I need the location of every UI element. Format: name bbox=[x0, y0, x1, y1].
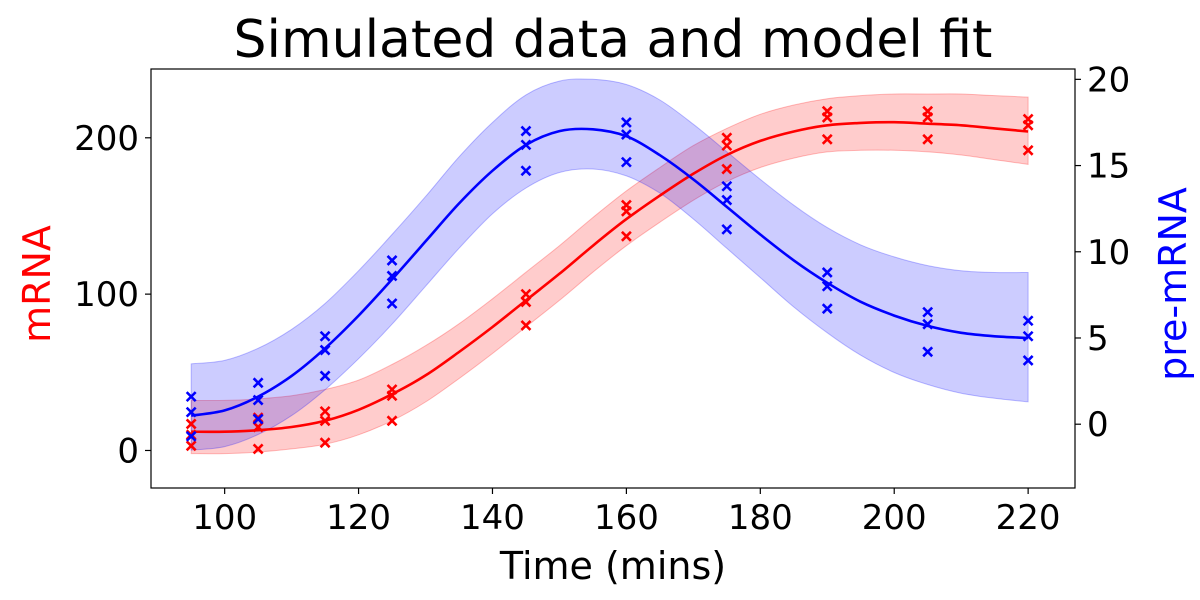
right-y-tick-label: 15 bbox=[1087, 147, 1130, 187]
right-y-tick-label: 0 bbox=[1087, 405, 1109, 445]
left-y-axis-label: mRNA bbox=[15, 225, 59, 343]
data-points bbox=[185, 105, 1034, 455]
data-point-right bbox=[721, 223, 733, 235]
data-point-right bbox=[319, 330, 331, 342]
data-point-left bbox=[721, 132, 733, 144]
data-point-right bbox=[821, 280, 833, 292]
data-point-right bbox=[721, 180, 733, 192]
right-y-axis-label: pre-mRNA bbox=[1151, 187, 1195, 381]
confidence-band-left bbox=[190, 93, 1029, 455]
data-point-right bbox=[520, 125, 532, 137]
data-point-left bbox=[922, 105, 934, 117]
data-point-right bbox=[520, 165, 532, 177]
x-tick-label: 100 bbox=[192, 498, 257, 538]
data-point-left bbox=[821, 105, 833, 117]
data-point-right bbox=[386, 270, 398, 282]
right-y-tick-label: 5 bbox=[1087, 319, 1109, 359]
data-point-right bbox=[520, 139, 532, 151]
data-point-right bbox=[721, 194, 733, 206]
data-point-left bbox=[319, 437, 331, 449]
left-y-tick-label: 0 bbox=[117, 431, 139, 471]
fit-line-left bbox=[191, 120, 1029, 434]
data-point-right bbox=[185, 391, 197, 403]
data-point-right bbox=[1022, 354, 1034, 366]
data-point-left bbox=[319, 405, 331, 417]
data-point-right bbox=[922, 306, 934, 318]
data-point-left bbox=[520, 319, 532, 331]
chart-title: Simulated data and model fit bbox=[234, 10, 993, 70]
data-point-left bbox=[185, 418, 197, 430]
data-point-right bbox=[1022, 330, 1034, 342]
data-point-right bbox=[821, 267, 833, 278]
data-point-left bbox=[922, 133, 934, 145]
x-tick-label: 160 bbox=[594, 498, 659, 538]
data-point-left bbox=[319, 415, 331, 427]
x-tick-label: 180 bbox=[728, 498, 793, 538]
data-point-right bbox=[252, 394, 264, 406]
left-y-tick-label: 100 bbox=[74, 275, 139, 315]
data-point-left bbox=[252, 421, 264, 433]
data-point-left bbox=[386, 384, 398, 395]
right-y-tick-label: 20 bbox=[1087, 60, 1130, 100]
data-point-right bbox=[252, 377, 264, 389]
confidence-band-right bbox=[190, 78, 1029, 451]
axes: 100 120 140 160 180 200 220 0 100 200 0 5 10 15 20 bbox=[74, 60, 1130, 538]
data-point-right bbox=[319, 370, 331, 382]
x-tick-label: 220 bbox=[996, 498, 1061, 538]
data-point-right bbox=[620, 129, 632, 140]
data-point-left bbox=[386, 415, 398, 427]
data-point-left bbox=[721, 163, 733, 175]
data-point-right bbox=[319, 344, 331, 356]
x-axis-label: Time (mins) bbox=[499, 544, 726, 588]
data-point-right bbox=[185, 430, 197, 442]
confidence-bands bbox=[190, 78, 1029, 455]
data-point-left bbox=[185, 440, 197, 452]
data-point-right bbox=[620, 117, 632, 128]
data-point-right bbox=[922, 318, 934, 330]
data-point-left bbox=[620, 230, 632, 242]
x-tick-label: 120 bbox=[326, 498, 391, 538]
data-point-right bbox=[620, 156, 632, 168]
data-point-left bbox=[252, 443, 264, 455]
data-point-left bbox=[620, 199, 632, 211]
plot-frame bbox=[150, 68, 1076, 489]
data-point-left bbox=[1022, 144, 1034, 156]
data-point-right bbox=[1022, 315, 1034, 327]
right-y-tick-label: 10 bbox=[1087, 233, 1130, 273]
data-point-right bbox=[821, 303, 833, 315]
data-point-left bbox=[821, 133, 833, 145]
data-point-right bbox=[185, 406, 197, 418]
data-point-right bbox=[386, 254, 398, 266]
x-tick-label: 200 bbox=[862, 498, 927, 538]
data-point-left bbox=[1022, 113, 1034, 125]
data-point-left bbox=[520, 288, 532, 300]
data-point-right bbox=[922, 346, 934, 358]
x-tick-label: 140 bbox=[460, 498, 525, 538]
data-point-right bbox=[386, 298, 398, 309]
data-point-right bbox=[252, 413, 264, 425]
left-y-tick-label: 200 bbox=[74, 119, 139, 159]
